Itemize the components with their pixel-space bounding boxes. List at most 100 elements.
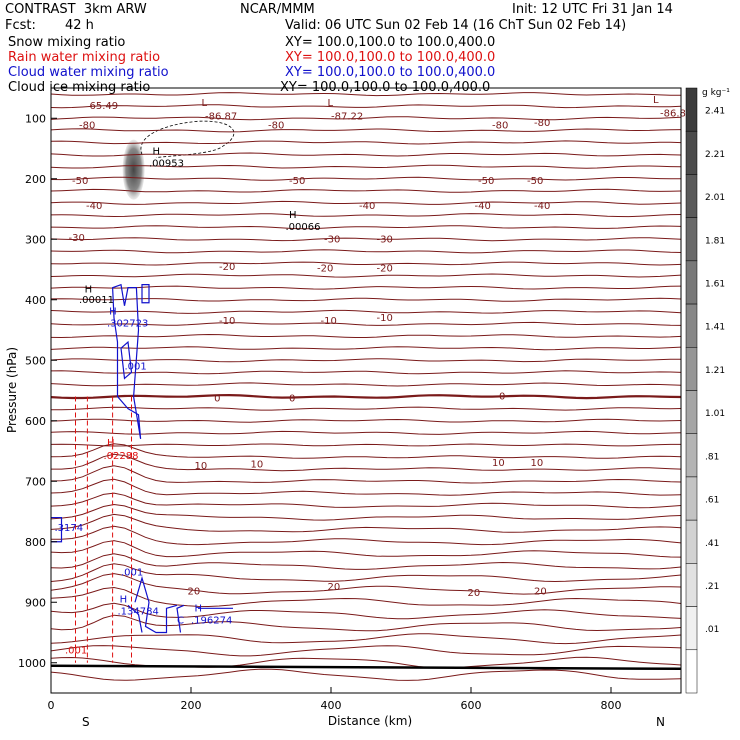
cloud-water-contour bbox=[111, 283, 142, 439]
temperature-contour bbox=[50, 645, 682, 657]
contour-label: -80 bbox=[268, 121, 284, 132]
cloud-water-contour bbox=[120, 340, 133, 380]
y-tick-label: 300 bbox=[25, 233, 46, 246]
temperature-contour bbox=[50, 563, 682, 583]
contour-label: -20 bbox=[377, 263, 393, 274]
contour-label: -30 bbox=[377, 234, 393, 245]
contour-label: 0 bbox=[214, 393, 220, 404]
y-tick-label: 600 bbox=[25, 415, 46, 428]
contour-label: H bbox=[107, 438, 115, 449]
y-tick-label: 700 bbox=[25, 475, 46, 488]
model-title: CONTRAST 3km ARW bbox=[5, 2, 147, 17]
temperature-contour bbox=[50, 273, 682, 278]
y-tick-label: 1000 bbox=[18, 657, 46, 670]
colorbar-swatch bbox=[685, 390, 698, 434]
contour-label: -50 bbox=[72, 176, 88, 187]
x-tick-label: 800 bbox=[601, 699, 622, 712]
contour-label: 10 bbox=[531, 458, 544, 469]
temperature-contour bbox=[50, 200, 682, 205]
y-tick-label: 900 bbox=[25, 596, 46, 609]
center-title: NCAR/MMM bbox=[240, 2, 315, 17]
surface-line bbox=[50, 664, 682, 671]
contour-label: -86.87 bbox=[205, 111, 237, 122]
temperature-contour bbox=[50, 188, 682, 193]
contour-label: -10 bbox=[219, 316, 235, 327]
contour-label: -40 bbox=[359, 201, 375, 212]
contour-label: -80 bbox=[534, 118, 550, 129]
colorbar-level-label: 1.61 bbox=[705, 279, 725, 289]
contour-label: L bbox=[202, 98, 208, 109]
contour-label: H bbox=[85, 284, 93, 295]
contour-label: -87.22 bbox=[331, 111, 363, 122]
cloud-water-contour bbox=[141, 284, 150, 304]
contour-label: -50 bbox=[478, 176, 494, 187]
field-xy-cloud: XY= 100.0,100.0 to 100.0,400.0 bbox=[285, 65, 496, 80]
contour-label: .134784 bbox=[118, 606, 159, 617]
contour-label: H bbox=[195, 603, 203, 614]
colorbar-swatch bbox=[685, 174, 698, 218]
cloud-water-contour bbox=[134, 575, 178, 634]
y-axis-label: Pressure (hPa) bbox=[5, 347, 19, 433]
contour-label: -40 bbox=[534, 201, 550, 212]
ice-contour-dashed bbox=[140, 120, 235, 158]
temperature-contour bbox=[50, 213, 682, 218]
temperature-contour bbox=[50, 393, 682, 400]
temperature-contour bbox=[50, 309, 682, 314]
contour-label: C bbox=[177, 615, 184, 626]
contour-label: -86.8 bbox=[660, 108, 686, 119]
contour-label: 0 bbox=[499, 392, 505, 403]
colorbar-swatch bbox=[685, 476, 698, 521]
y-tick-label: 200 bbox=[25, 173, 46, 186]
temperature-contour bbox=[50, 573, 682, 595]
field-label-rain: Rain water mixing ratio bbox=[8, 50, 161, 65]
x-endpoint-south: S bbox=[82, 715, 90, 729]
contour-label: -40 bbox=[86, 201, 102, 212]
temperature-contour bbox=[50, 104, 682, 109]
contour-label: -10 bbox=[377, 313, 393, 324]
contour-label: -30 bbox=[69, 233, 85, 244]
colorbar-level-label: 1.41 bbox=[705, 323, 725, 333]
temperature-contour bbox=[50, 633, 682, 645]
temperature-contour bbox=[50, 152, 682, 157]
temperature-contour bbox=[50, 492, 682, 509]
x-tick-label: 400 bbox=[321, 699, 342, 712]
contour-label: -20 bbox=[317, 263, 333, 274]
contour-label: .001 bbox=[125, 361, 147, 372]
temperature-contour bbox=[50, 443, 682, 459]
temperature-contour bbox=[50, 668, 682, 681]
temperature-contour bbox=[50, 503, 682, 521]
field-xy-snow: XY= 100.0,100.0 to 100.0,400.0 bbox=[285, 35, 496, 50]
y-tick-label: 100 bbox=[25, 112, 46, 125]
temperature-contour bbox=[50, 225, 682, 230]
contour-label: .001 bbox=[65, 646, 87, 657]
contour-label: .00953 bbox=[149, 159, 184, 170]
contour-label: -30 bbox=[324, 234, 340, 245]
colorbar-swatch bbox=[685, 260, 698, 305]
contour-label: .00011 bbox=[79, 295, 114, 306]
contour-label: -10 bbox=[321, 316, 337, 327]
contour-label: -20 bbox=[219, 262, 235, 273]
contour-label: H bbox=[109, 306, 117, 317]
temperature-contour bbox=[50, 140, 682, 145]
field-xy-rain: XY= 100.0,100.0 to 100.0,400.0 bbox=[285, 50, 496, 65]
contour-label: H bbox=[289, 210, 297, 221]
temperature-contour bbox=[50, 237, 682, 242]
contour-label: 65.49 bbox=[90, 101, 119, 112]
colorbar-level-label: 1.21 bbox=[705, 366, 725, 376]
colorbar-level-label: 2.41 bbox=[705, 107, 725, 117]
contour-label: -40 bbox=[475, 201, 491, 212]
temperature-contour bbox=[50, 430, 682, 435]
colorbar-level-label: 2.21 bbox=[705, 150, 725, 160]
temperature-contour bbox=[50, 553, 682, 570]
y-tick-label: 400 bbox=[25, 294, 46, 307]
temperature-contour bbox=[50, 465, 682, 484]
contour-label: .3174 bbox=[55, 523, 84, 534]
temperature-contour bbox=[50, 614, 682, 632]
colorbar-level-label: 1.01 bbox=[705, 409, 725, 419]
temperature-contour bbox=[50, 116, 682, 121]
colorbar-swatch bbox=[685, 87, 698, 132]
colorbar-level-label: .81 bbox=[705, 452, 719, 462]
temperature-contour bbox=[50, 285, 682, 290]
contour-label: H bbox=[120, 594, 128, 605]
